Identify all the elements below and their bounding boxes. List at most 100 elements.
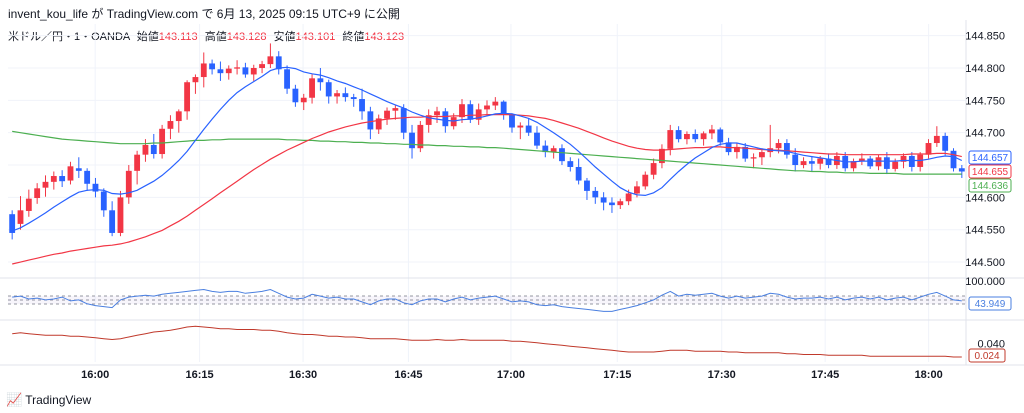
candle-body bbox=[858, 158, 865, 162]
candle-body bbox=[392, 108, 399, 111]
candle-body bbox=[675, 130, 682, 140]
ohlc-legend: 米ドル／円・1・OANDA 始値143.113 高値143.128 安値143.… bbox=[8, 28, 404, 44]
close-value: 143.123 bbox=[364, 31, 405, 43]
osc-badge-value: 0.024 bbox=[974, 351, 999, 362]
candle-body bbox=[359, 99, 365, 112]
candle-body bbox=[850, 161, 857, 169]
candle-body bbox=[375, 118, 382, 130]
osc-tick-label: 0.040 bbox=[977, 339, 1005, 351]
candle-body bbox=[350, 97, 357, 100]
candle-body bbox=[134, 154, 141, 171]
low-value: 143.101 bbox=[295, 31, 336, 43]
candle-body bbox=[692, 133, 699, 140]
open-label: 始値 bbox=[136, 31, 159, 43]
publish-info: invent_kou_life が TradingView.com で 6月 1… bbox=[8, 5, 400, 22]
candle-body bbox=[825, 158, 832, 166]
candle-body bbox=[684, 133, 690, 140]
candle-body bbox=[925, 143, 932, 155]
candle-body bbox=[325, 82, 332, 97]
candle-body bbox=[733, 146, 740, 153]
candle-body bbox=[559, 148, 565, 162]
price-tick-label: 144.750 bbox=[965, 95, 1005, 107]
candle-body bbox=[875, 157, 882, 167]
candle-body bbox=[300, 97, 307, 103]
time-tick-label: 16:00 bbox=[81, 369, 109, 381]
candle-body bbox=[900, 155, 907, 162]
candle-body bbox=[425, 115, 432, 125]
candle-body bbox=[125, 170, 132, 198]
candle-body bbox=[284, 69, 290, 89]
ma-fast-line bbox=[11, 66, 963, 232]
candle-body bbox=[92, 183, 99, 192]
candle-body bbox=[642, 174, 649, 187]
tradingview-logo-icon[interactable]: 📈 bbox=[6, 392, 22, 407]
candle-body bbox=[634, 186, 640, 194]
candle-body bbox=[892, 161, 899, 169]
candle-body bbox=[758, 152, 765, 158]
rsi-line bbox=[12, 288, 962, 312]
candle-body bbox=[534, 132, 540, 146]
moving-average-lines bbox=[11, 66, 963, 265]
candle-body bbox=[34, 188, 41, 199]
oscillator-line bbox=[12, 325, 962, 358]
price-tick-label: 144.550 bbox=[965, 225, 1005, 237]
candle-body bbox=[709, 129, 715, 134]
candle-body bbox=[192, 77, 199, 83]
candle-body bbox=[542, 145, 549, 153]
candle-body bbox=[659, 148, 665, 164]
price-badge bbox=[968, 150, 1012, 165]
candle-body bbox=[584, 180, 590, 191]
candle-body bbox=[367, 111, 374, 130]
time-tick-label: 17:45 bbox=[811, 369, 839, 381]
candle-body bbox=[434, 111, 440, 116]
price-badge bbox=[968, 164, 1012, 179]
candle-body bbox=[883, 157, 890, 169]
candle-body bbox=[334, 93, 340, 97]
candle-body bbox=[700, 133, 707, 140]
candlestick-series bbox=[9, 43, 965, 240]
candle-body bbox=[142, 144, 149, 155]
symbol-label[interactable]: 米ドル／円・1・OANDA bbox=[8, 31, 130, 43]
price-tick-label: 144.500 bbox=[965, 257, 1005, 269]
author-name[interactable]: invent_kou_life bbox=[8, 7, 89, 21]
candle-body bbox=[234, 67, 241, 69]
chart-grid bbox=[0, 20, 1024, 366]
candle-body bbox=[109, 210, 116, 233]
time-axis[interactable]: 16:00 16:15 16:30 16:45 17:00 17:15 17:30 17:45… bbox=[81, 369, 943, 381]
candle-body bbox=[309, 78, 315, 98]
candle-body bbox=[467, 104, 474, 120]
candle-body bbox=[84, 170, 91, 184]
rsi-badge-value: 43.949 bbox=[975, 299, 1006, 310]
candle-body bbox=[500, 101, 507, 115]
candle-body bbox=[459, 104, 465, 118]
time-tick-label: 17:00 bbox=[497, 369, 525, 381]
price-tick-label: 144.800 bbox=[965, 63, 1005, 75]
candle-body bbox=[908, 155, 915, 167]
time-tick-label: 16:15 bbox=[186, 369, 214, 381]
price-axis[interactable]: 144.850 144.800 144.750 144.700 144.600 144.5… bbox=[965, 31, 1012, 269]
candle-body bbox=[267, 56, 274, 65]
candle-body bbox=[650, 163, 657, 175]
brand-name[interactable]: TradingView bbox=[25, 393, 92, 407]
osc-badge bbox=[968, 348, 1006, 363]
high-value: 143.128 bbox=[226, 31, 267, 43]
time-tick-label: 16:45 bbox=[394, 369, 422, 381]
price-badge-value: 144.657 bbox=[972, 153, 1009, 164]
candle-body bbox=[242, 67, 249, 75]
time-tick-label: 17:15 bbox=[603, 369, 631, 381]
candle-body bbox=[667, 130, 674, 149]
candle-body bbox=[25, 198, 32, 211]
candle-body bbox=[942, 135, 949, 151]
high-label: 高値 bbox=[204, 31, 227, 43]
candle-body bbox=[617, 201, 624, 206]
candle-body bbox=[783, 143, 790, 155]
candle-body bbox=[867, 158, 874, 167]
candle-body bbox=[75, 168, 82, 171]
candle-body bbox=[59, 176, 66, 182]
candle-body bbox=[750, 157, 757, 159]
candle-body bbox=[575, 166, 582, 181]
candle-body bbox=[442, 111, 449, 127]
candle-body bbox=[525, 125, 532, 133]
